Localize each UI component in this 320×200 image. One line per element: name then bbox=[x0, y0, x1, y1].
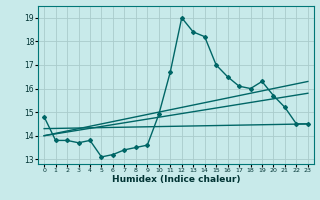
X-axis label: Humidex (Indice chaleur): Humidex (Indice chaleur) bbox=[112, 175, 240, 184]
